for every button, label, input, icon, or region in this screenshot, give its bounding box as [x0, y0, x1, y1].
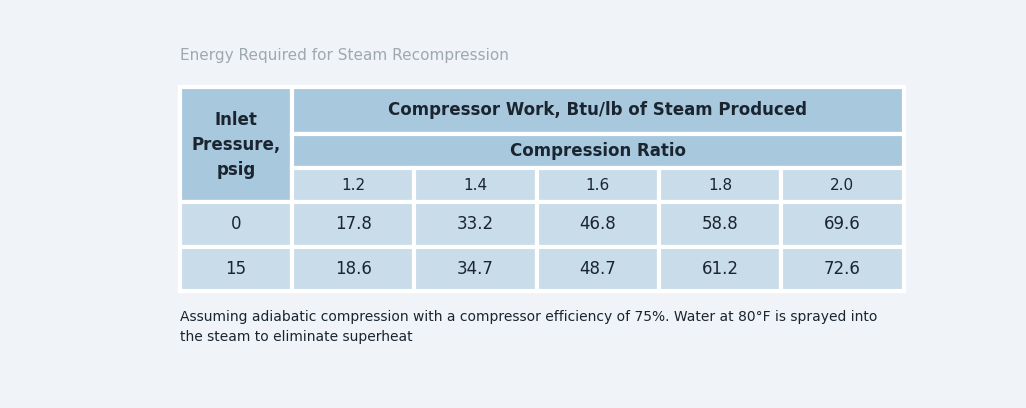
Text: Compressor Work, Btu/lb of Steam Produced: Compressor Work, Btu/lb of Steam Produce…: [388, 102, 807, 120]
FancyBboxPatch shape: [180, 86, 292, 202]
FancyBboxPatch shape: [292, 202, 415, 246]
FancyBboxPatch shape: [537, 169, 659, 202]
Text: 2.0: 2.0: [830, 178, 855, 193]
FancyBboxPatch shape: [781, 169, 904, 202]
Text: 0: 0: [231, 215, 241, 233]
Text: 1.2: 1.2: [342, 178, 365, 193]
FancyBboxPatch shape: [415, 169, 537, 202]
FancyBboxPatch shape: [292, 246, 415, 291]
Text: 69.6: 69.6: [824, 215, 861, 233]
Text: 17.8: 17.8: [334, 215, 371, 233]
Text: Energy Required for Steam Recompression: Energy Required for Steam Recompression: [180, 48, 509, 63]
FancyBboxPatch shape: [292, 86, 904, 134]
Text: 58.8: 58.8: [702, 215, 739, 233]
FancyBboxPatch shape: [180, 246, 292, 291]
FancyBboxPatch shape: [659, 202, 781, 246]
FancyBboxPatch shape: [292, 169, 415, 202]
FancyBboxPatch shape: [781, 246, 904, 291]
FancyBboxPatch shape: [292, 134, 904, 169]
FancyBboxPatch shape: [659, 246, 781, 291]
Text: 15: 15: [226, 260, 246, 278]
Text: 1.8: 1.8: [708, 178, 733, 193]
FancyBboxPatch shape: [659, 169, 781, 202]
Text: 1.4: 1.4: [464, 178, 487, 193]
Text: 33.2: 33.2: [457, 215, 495, 233]
Text: 34.7: 34.7: [457, 260, 494, 278]
FancyBboxPatch shape: [781, 202, 904, 246]
FancyBboxPatch shape: [415, 246, 537, 291]
FancyBboxPatch shape: [537, 202, 659, 246]
FancyBboxPatch shape: [537, 246, 659, 291]
Text: Compression Ratio: Compression Ratio: [510, 142, 685, 160]
Text: 61.2: 61.2: [702, 260, 739, 278]
Text: 72.6: 72.6: [824, 260, 861, 278]
Text: Assuming adiabatic compression with a compressor efficiency of 75%. Water at 80°: Assuming adiabatic compression with a co…: [180, 310, 877, 344]
Text: 18.6: 18.6: [334, 260, 371, 278]
Text: 48.7: 48.7: [580, 260, 617, 278]
FancyBboxPatch shape: [415, 202, 537, 246]
Text: 46.8: 46.8: [580, 215, 617, 233]
Text: Inlet
Pressure,
psig: Inlet Pressure, psig: [192, 111, 281, 179]
Text: 1.6: 1.6: [586, 178, 609, 193]
FancyBboxPatch shape: [180, 202, 292, 246]
